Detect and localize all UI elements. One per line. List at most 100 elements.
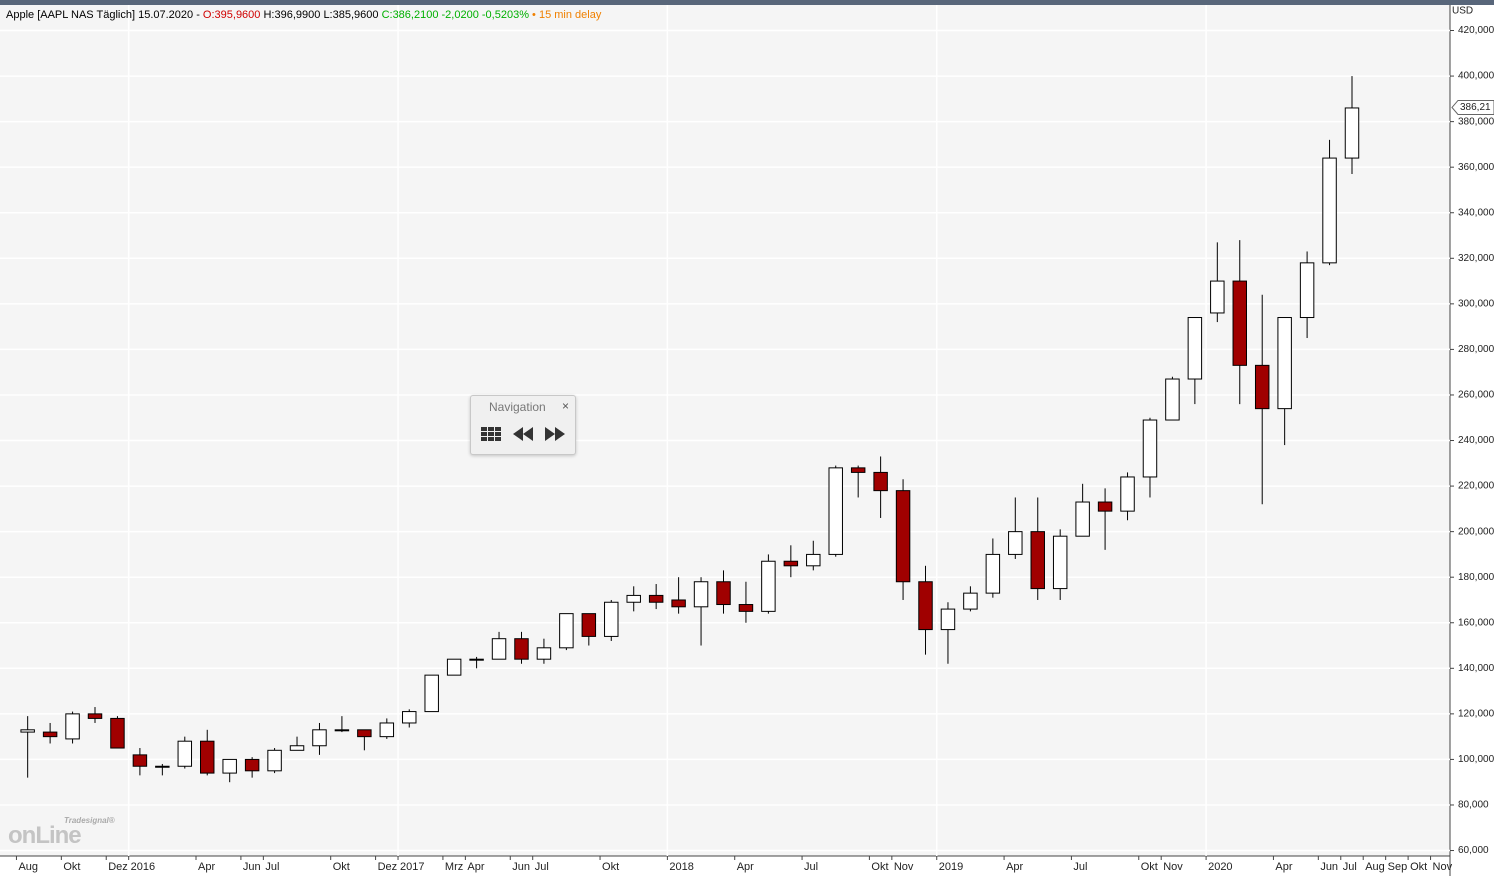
candle-body — [783, 560, 799, 567]
x-tick-label: Okt — [333, 861, 350, 873]
candle-body — [604, 601, 619, 637]
candle-body — [1165, 378, 1180, 421]
top-border — [0, 0, 1494, 5]
x-tick-label: 2018 — [669, 861, 693, 873]
delay: • 15 min delay — [532, 9, 602, 21]
last-price-label: 386,21 — [1460, 102, 1491, 113]
x-tick-label: Okt — [63, 861, 80, 873]
y-unit: USD — [1452, 6, 1473, 17]
y-tick-label: 420,000 — [1458, 25, 1494, 36]
candles — [20, 76, 1360, 783]
axes: 60,000 80,000 100,000 120,000 140,000 160,000… — [15, 25, 1494, 873]
x-tick-label: Apr — [198, 861, 215, 873]
candle-body — [177, 740, 193, 767]
x-tick-label: Jul — [1073, 861, 1087, 873]
grid — [0, 5, 1450, 856]
y-tick-label: 300,000 — [1458, 298, 1494, 309]
candle-body — [693, 581, 709, 608]
candle-body — [1187, 317, 1203, 380]
x-tick-label: Okt — [1410, 861, 1427, 873]
change-pct: -0,5203% — [481, 9, 529, 21]
x-tick-label: Okt — [1141, 861, 1158, 873]
x-tick-label: Dez — [108, 861, 128, 873]
instrument: Apple [AAPL NAS Täglich] — [6, 9, 136, 21]
candle-body — [738, 604, 754, 612]
x-tick-label: 2020 — [1208, 861, 1232, 873]
candle-body — [1299, 262, 1315, 319]
candle-body — [1232, 280, 1247, 366]
y-tick-label: 200,000 — [1458, 526, 1494, 537]
y-tick-label: 120,000 — [1458, 709, 1494, 720]
candle-body — [244, 758, 260, 772]
candle-body — [716, 581, 731, 606]
x-tick-label: 2019 — [939, 861, 963, 873]
candle-body — [1008, 531, 1023, 555]
x-tick-label: Nov — [894, 861, 914, 873]
x-tick-label: Apr — [1006, 861, 1023, 873]
candle-body — [1210, 280, 1225, 314]
x-tick-label: Sep — [1388, 861, 1408, 873]
candle-body — [1097, 501, 1113, 512]
y-tick-label: 380,000 — [1458, 116, 1494, 127]
candle-body — [1322, 157, 1337, 264]
candle-body — [267, 749, 282, 772]
open: O:395,9600 — [202, 9, 261, 21]
candle-body — [334, 729, 350, 732]
candle-body — [312, 729, 327, 747]
x-tick-label: Jul — [265, 861, 279, 873]
y-tick-label: 140,000 — [1458, 663, 1494, 674]
candle-body — [20, 729, 35, 733]
x-tick-label: Jun — [512, 861, 530, 873]
y-tick-label: 360,000 — [1458, 162, 1494, 173]
candle-body — [424, 674, 439, 713]
candle-body — [357, 729, 372, 738]
x-tick-label: Dez — [378, 861, 398, 873]
candle-body — [289, 745, 305, 751]
candle-body — [110, 717, 125, 749]
quote-header: Apple [AAPL NAS Täglich] 15.07.2020 - O:… — [6, 9, 601, 21]
candle-body — [514, 638, 529, 660]
logo-brand: Tradesignal® — [64, 816, 115, 825]
y-tick-label: 320,000 — [1458, 253, 1494, 264]
y-tick-label: 220,000 — [1458, 481, 1494, 492]
back-button[interactable] — [513, 427, 533, 441]
candle-body — [940, 608, 956, 631]
y-tick-label: 100,000 — [1458, 754, 1494, 765]
grid-button[interactable] — [481, 427, 501, 441]
y-tick-label: 180,000 — [1458, 572, 1494, 583]
y-tick-label: 240,000 — [1458, 435, 1494, 446]
candle-body — [648, 594, 664, 603]
x-tick-label: Jul — [1343, 861, 1357, 873]
x-tick-label: Nov — [1433, 861, 1453, 873]
navigation-close[interactable]: × — [561, 399, 569, 413]
last-price-marker — [1451, 99, 1494, 115]
candle-body — [1075, 501, 1090, 537]
navigation-panel[interactable]: Navigation × — [470, 395, 576, 455]
navigation-icons — [481, 427, 565, 441]
candle-body — [402, 711, 417, 724]
candle-body — [806, 553, 821, 567]
candle-body — [1277, 317, 1292, 410]
x-tick-label: Okt — [871, 861, 888, 873]
navigation-title: Navigation — [489, 400, 546, 414]
candle-body — [1030, 531, 1045, 590]
y-tick-label: 340,000 — [1458, 207, 1494, 218]
change: -2,0200 — [441, 9, 479, 21]
candle-body — [42, 731, 58, 738]
y-tick-label: 280,000 — [1458, 344, 1494, 355]
candle-body — [1142, 419, 1158, 478]
low: L:385,9600 — [323, 9, 379, 21]
x-axis-area — [0, 856, 1450, 876]
candle-body — [963, 592, 978, 610]
forward-button[interactable] — [545, 427, 565, 441]
candle-body — [491, 638, 507, 660]
y-tick-label: 400,000 — [1458, 71, 1494, 82]
candle-body — [155, 765, 170, 768]
x-tick-label: Okt — [602, 861, 619, 873]
x-tick-label: Aug — [18, 861, 38, 873]
candle-body — [1052, 535, 1068, 590]
y-axis-area — [1450, 5, 1494, 876]
candle-body — [626, 594, 641, 603]
